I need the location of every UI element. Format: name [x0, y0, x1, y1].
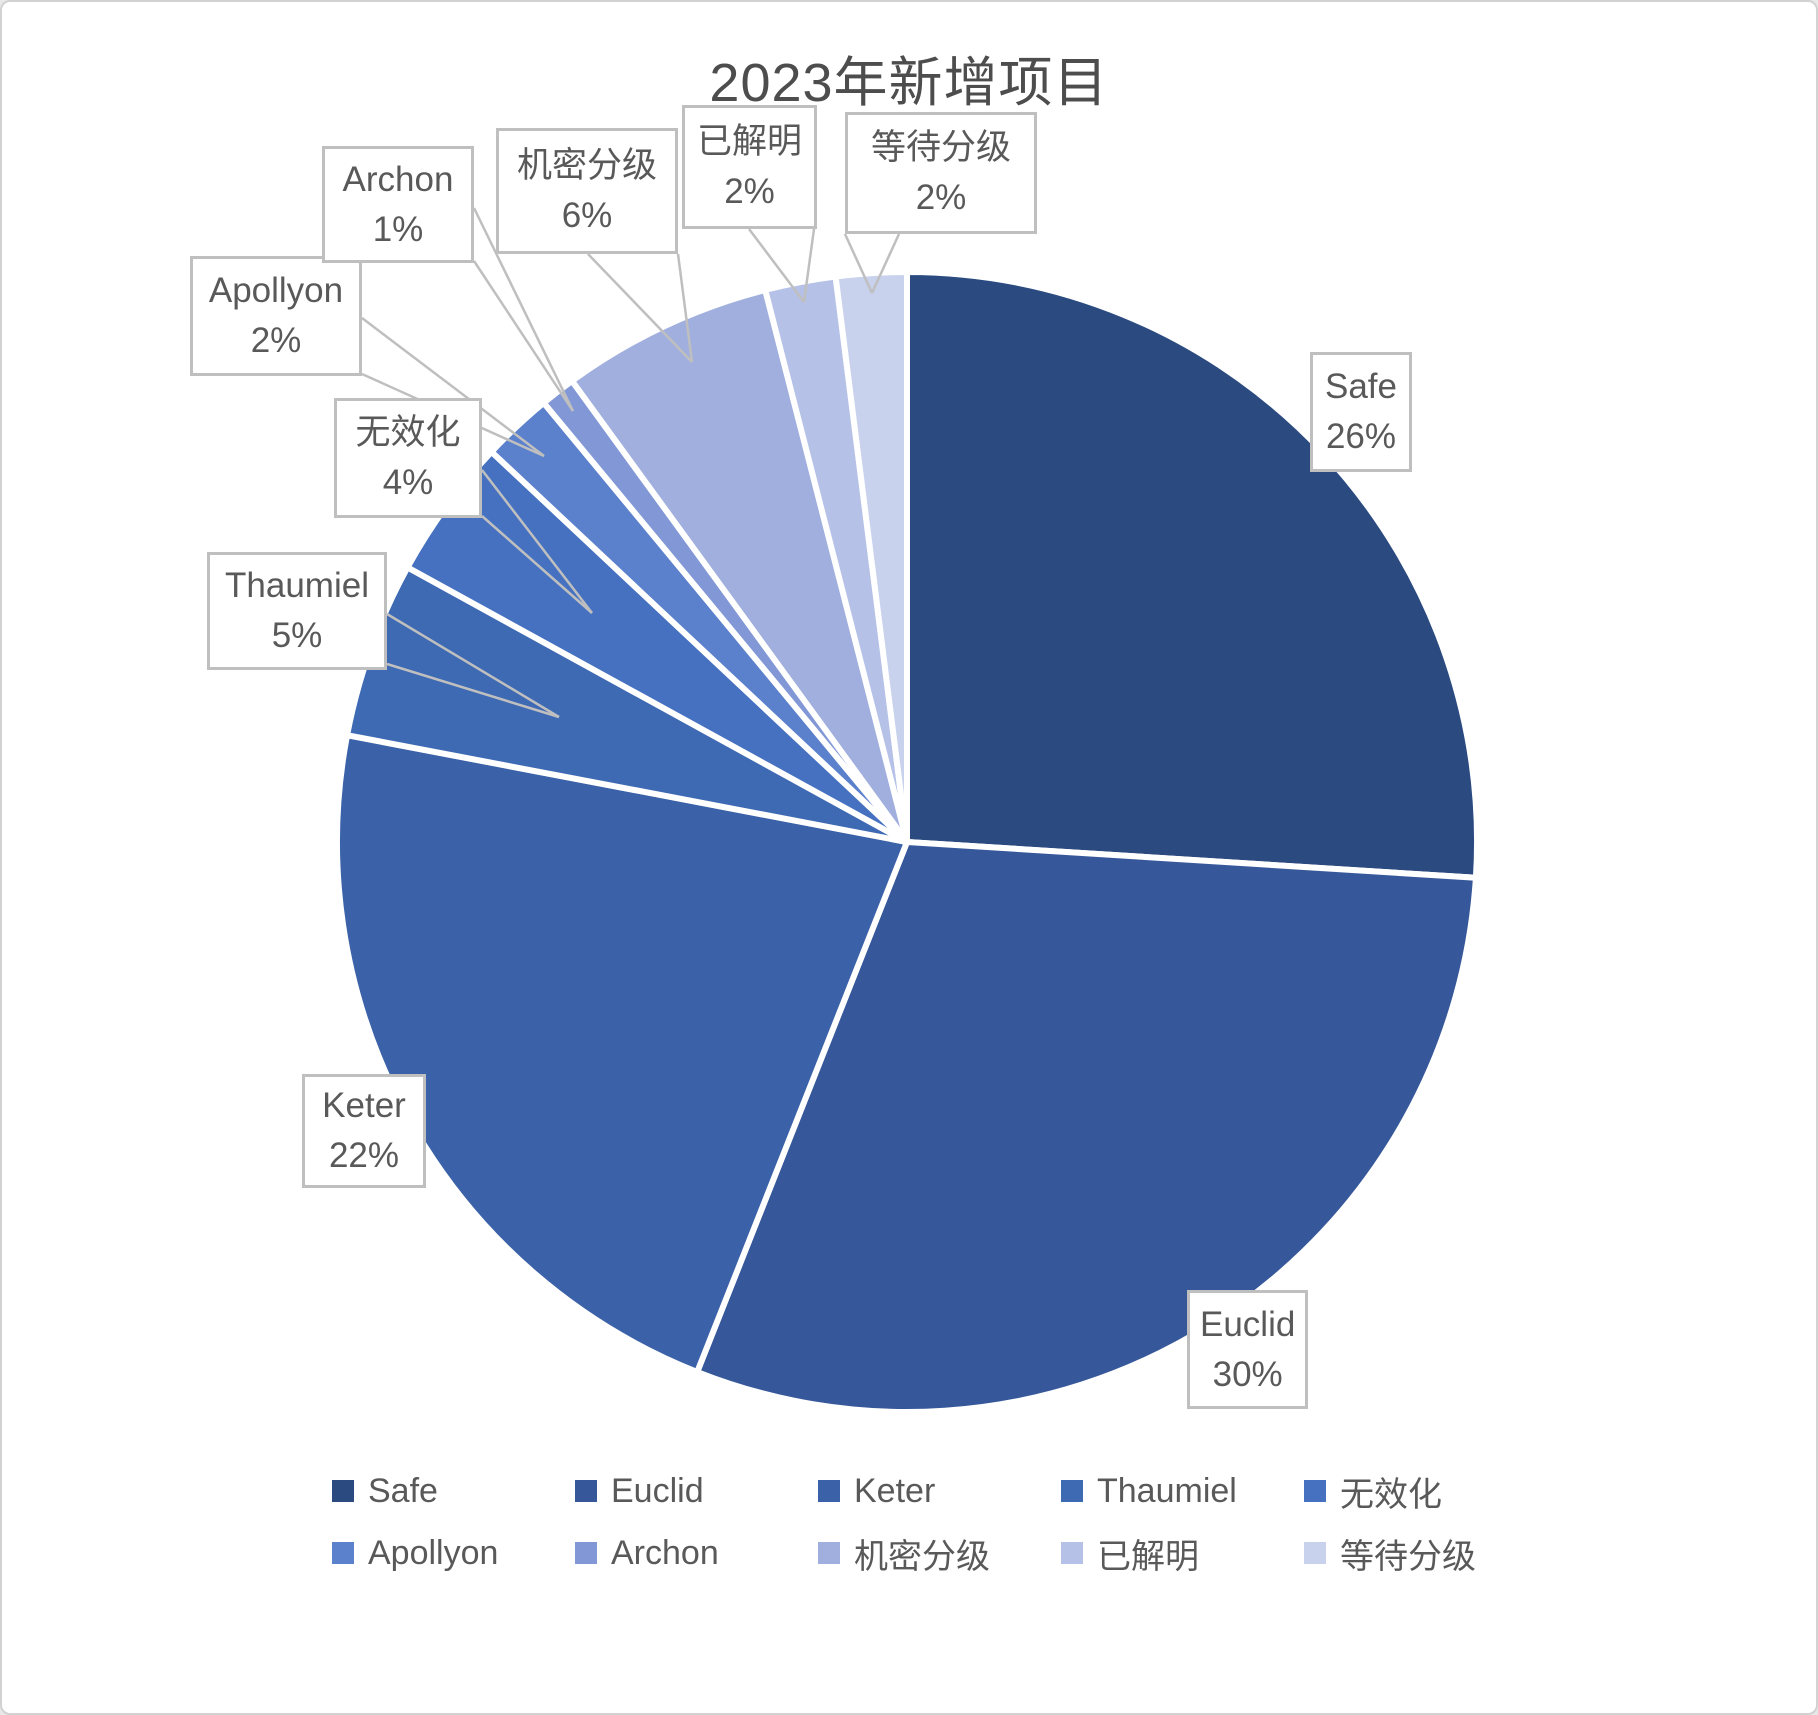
legend-label: Archon	[611, 1533, 719, 1572]
legend-item-explained: 已解明	[1061, 1529, 1304, 1578]
data-label-value: 22%	[328, 1136, 400, 1175]
leader-line-neutralized	[481, 469, 593, 614]
data-label-neutralized: 无效化 4%	[334, 398, 482, 518]
data-label-value: 4%	[382, 463, 434, 502]
legend-swatch-icon	[818, 1542, 840, 1564]
legend-swatch-icon	[332, 1480, 354, 1502]
data-label-category: Keter	[322, 1086, 406, 1126]
legend-swatch-icon	[818, 1480, 840, 1502]
legend-swatch-icon	[575, 1542, 597, 1564]
legend-swatch-icon	[1061, 1542, 1083, 1564]
legend-label: 等待分级	[1340, 1537, 1476, 1576]
chart-legend: Safe Euclid Keter Thaumiel 无效化 Apollyon Archon…	[332, 1460, 1547, 1584]
data-label-value: 1%	[372, 209, 424, 249]
leader-line-neutralized	[481, 515, 593, 614]
data-label-euclid: Euclid 30%	[1187, 1290, 1309, 1409]
legend-label: Euclid	[611, 1471, 704, 1510]
data-label-safe: Safe 26%	[1310, 352, 1412, 472]
legend-item-keter: Keter	[818, 1472, 1061, 1511]
data-label-value: 30%	[1212, 1354, 1283, 1394]
data-label-category: Apollyon	[208, 271, 344, 311]
leader-line-apollyon	[361, 317, 545, 457]
legend-label: Thaumiel	[1097, 1471, 1237, 1510]
data-label-keter: Keter 22%	[302, 1074, 426, 1188]
legend-label: Safe	[368, 1471, 438, 1510]
data-label-category: 等待分级	[870, 128, 1011, 168]
pie-slice-pending	[832, 269, 910, 845]
legend-label: 机密分级	[854, 1537, 990, 1576]
leader-line-explained	[748, 228, 805, 303]
legend-item-neutralized: 无效化	[1304, 1467, 1547, 1516]
legend-swatch-icon	[1304, 1480, 1326, 1502]
leader-line-thaumiel	[386, 662, 560, 719]
legend-item-pending: 等待分级	[1304, 1529, 1547, 1578]
data-label-explained: 已解明 2%	[682, 105, 817, 229]
data-label-category: Euclid	[1200, 1304, 1296, 1344]
data-label-value: 2%	[250, 321, 302, 360]
pie-slice-classified	[569, 286, 910, 845]
leader-line-classified	[676, 253, 694, 363]
legend-swatch-icon	[575, 1480, 597, 1502]
data-label-category: Archon	[342, 159, 454, 199]
data-label-category: 无效化	[355, 413, 461, 453]
data-label-value: 26%	[1325, 417, 1397, 456]
data-label-value: 5%	[271, 616, 323, 655]
legend-item-thaumiel: Thaumiel	[1061, 1472, 1304, 1511]
data-label-category: Safe	[1325, 367, 1397, 407]
data-label-classified: 机密分级 6%	[496, 128, 678, 254]
data-label-thaumiel: Thaumiel 5%	[207, 552, 387, 670]
data-label-apollyon: Apollyon 2%	[190, 256, 362, 376]
leader-line-pending	[843, 233, 874, 294]
legend-label: 已解明	[1097, 1537, 1199, 1576]
legend-swatch-icon	[1304, 1542, 1326, 1564]
legend-label: Apollyon	[368, 1533, 499, 1572]
legend-swatch-icon	[332, 1542, 354, 1564]
data-label-value: 2%	[915, 178, 967, 217]
data-label-pending: 等待分级 2%	[845, 112, 1037, 234]
legend-label: Keter	[854, 1471, 936, 1510]
leader-line-thaumiel	[386, 612, 560, 719]
legend-swatch-icon	[1061, 1480, 1083, 1502]
leader-line-classified	[587, 253, 693, 363]
data-label-category: Thaumiel	[225, 566, 369, 606]
data-label-value: 6%	[561, 196, 613, 235]
legend-item-archon: Archon	[575, 1534, 818, 1573]
legend-item-classified: 机密分级	[818, 1529, 1061, 1578]
leader-line-archon	[472, 260, 575, 412]
leader-line-archon	[472, 207, 575, 412]
data-label-value: 2%	[724, 172, 775, 211]
data-label-category: 机密分级	[516, 146, 657, 186]
leader-line-explained	[802, 228, 816, 303]
legend-item-apollyon: Apollyon	[332, 1534, 575, 1573]
leader-line-pending	[870, 233, 901, 294]
data-label-archon: Archon 1%	[322, 146, 474, 263]
data-label-category: 已解明	[696, 122, 802, 162]
legend-item-safe: Safe	[332, 1472, 575, 1511]
legend-item-euclid: Euclid	[575, 1472, 818, 1511]
chart-title: 2023年新增项目	[709, 53, 1109, 113]
legend-label: 无效化	[1340, 1475, 1442, 1514]
